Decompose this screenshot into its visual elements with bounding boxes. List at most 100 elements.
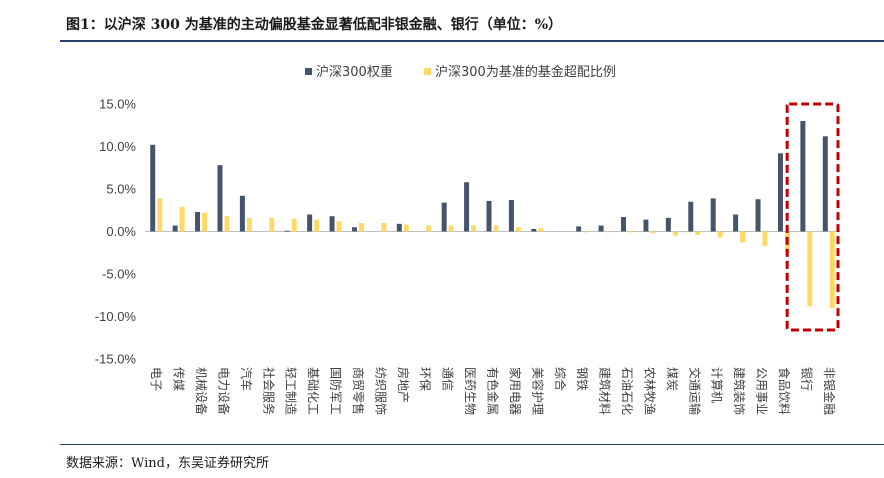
overweight-bar	[358, 223, 364, 232]
weight-bar	[239, 195, 245, 232]
overweight-bar	[493, 225, 499, 232]
weight-bar	[441, 202, 447, 232]
weight-bar	[307, 214, 313, 232]
weight-bar	[710, 198, 716, 232]
x-tick-label: 机械设备	[194, 367, 209, 415]
overweight-bar	[314, 219, 320, 232]
y-tick-label: 15.0%	[99, 97, 136, 112]
overweight-bar	[807, 231, 813, 307]
legend-label: 沪深300为基准的基金超配比例	[435, 64, 616, 80]
overweight-bar	[448, 225, 454, 232]
highlight-box	[785, 102, 840, 332]
y-tick-label: 10.0%	[99, 139, 136, 154]
y-tick-label: 0.0%	[106, 224, 136, 239]
overweight-bar	[336, 221, 342, 232]
overweight-bar	[829, 231, 835, 308]
weight-bar	[172, 225, 178, 232]
x-tick-label: 商贸零售	[351, 367, 366, 415]
x-tick-label: 电力设备	[216, 367, 230, 415]
overweight-bar	[672, 231, 678, 236]
weight-bar	[643, 219, 649, 232]
x-tick-label: 轻工制造	[284, 367, 298, 415]
weight-bar	[733, 214, 739, 232]
weight-bar	[531, 228, 537, 232]
x-tick-label: 纺织服饰	[373, 367, 387, 415]
x-tick-label: 煤炭	[665, 367, 679, 391]
x-tick-label: 电子	[149, 367, 163, 391]
x-tick-label: 石油石化	[620, 367, 634, 415]
weight-bar	[396, 223, 402, 232]
weight-bar	[464, 182, 470, 232]
weight-bar	[150, 144, 156, 232]
overweight-bar	[269, 217, 275, 232]
weight-bar	[800, 121, 806, 232]
x-tick-label: 家用电器	[508, 367, 523, 415]
x-tick-label: 公用事业	[755, 367, 769, 415]
weight-bar	[621, 217, 627, 232]
overweight-bar	[471, 225, 477, 232]
x-tick-label: 有色金属	[486, 367, 501, 415]
overweight-bar	[605, 231, 611, 233]
overweight-bar	[403, 224, 409, 232]
overweight-bar	[717, 231, 723, 238]
overweight-bar	[381, 223, 387, 232]
x-tick-label: 计算机	[710, 367, 725, 403]
overweight-bar	[583, 231, 589, 233]
y-tick-label: -15.0%	[95, 352, 137, 367]
overweight-bar	[291, 218, 297, 232]
x-tick-label: 房地产	[396, 367, 411, 403]
x-tick-label: 通信	[441, 367, 455, 391]
x-tick-label: 基础化工	[306, 367, 320, 415]
overweight-bar	[740, 231, 746, 243]
weight-bar	[284, 230, 290, 232]
x-tick-label: 食品饮料	[777, 367, 792, 415]
data-source: 数据来源：Wind，东吴证券研究所	[66, 456, 269, 471]
x-tick-label: 建筑装饰	[732, 367, 747, 415]
x-tick-label: 国防军工	[329, 367, 344, 415]
x-tick-label: 建筑材料	[598, 367, 613, 415]
figure-title: 图1：以沪深 300 为基准的主动偏股基金显著低配非银金融、银行（单位：%）	[66, 17, 563, 33]
weight-bar	[217, 165, 223, 232]
overweight-bar	[224, 216, 230, 232]
x-tick-label: 传媒	[172, 367, 187, 391]
y-tick-label: 5.0%	[106, 182, 136, 197]
bottom-rule	[60, 444, 884, 445]
weight-bar	[777, 153, 783, 232]
y-tick-label: -5.0%	[102, 267, 136, 282]
x-tick-label: 银行	[799, 367, 813, 391]
overweight-bar	[628, 231, 634, 233]
overweight-bar	[515, 227, 521, 232]
overweight-bar	[246, 217, 252, 232]
overweight-bar	[179, 206, 185, 232]
overweight-bar	[157, 198, 163, 232]
x-tick-label: 交通运输	[687, 367, 702, 415]
overweight-bar	[650, 231, 656, 234]
overweight-bar	[426, 225, 432, 232]
overweight-bar	[695, 231, 701, 235]
legend-label: 沪深300权重	[316, 64, 393, 80]
weight-bar	[688, 201, 694, 232]
weight-bar	[508, 200, 514, 232]
overweight-bar	[762, 231, 768, 246]
top-rule	[60, 40, 884, 42]
overweight-bar	[202, 212, 208, 232]
weight-bar	[822, 136, 828, 232]
weight-bar	[598, 225, 604, 232]
weight-bar	[486, 200, 492, 232]
weight-bar	[351, 227, 357, 232]
x-tick-label: 社会服务	[261, 367, 276, 415]
x-tick-label: 农林牧渔	[642, 367, 656, 415]
weight-bar	[195, 211, 201, 232]
x-tick-label: 汽车	[239, 367, 254, 391]
x-tick-label: 环保	[418, 367, 432, 391]
weight-bar	[755, 199, 761, 232]
weight-bar	[329, 216, 335, 232]
weight-bar	[665, 217, 671, 232]
x-tick-label: 美容护理	[530, 367, 545, 415]
overweight-bar	[538, 228, 544, 232]
legend-swatch	[424, 68, 431, 75]
weight-bar	[576, 226, 582, 232]
x-tick-label: 钢铁	[575, 367, 589, 391]
legend-swatch	[305, 68, 312, 75]
